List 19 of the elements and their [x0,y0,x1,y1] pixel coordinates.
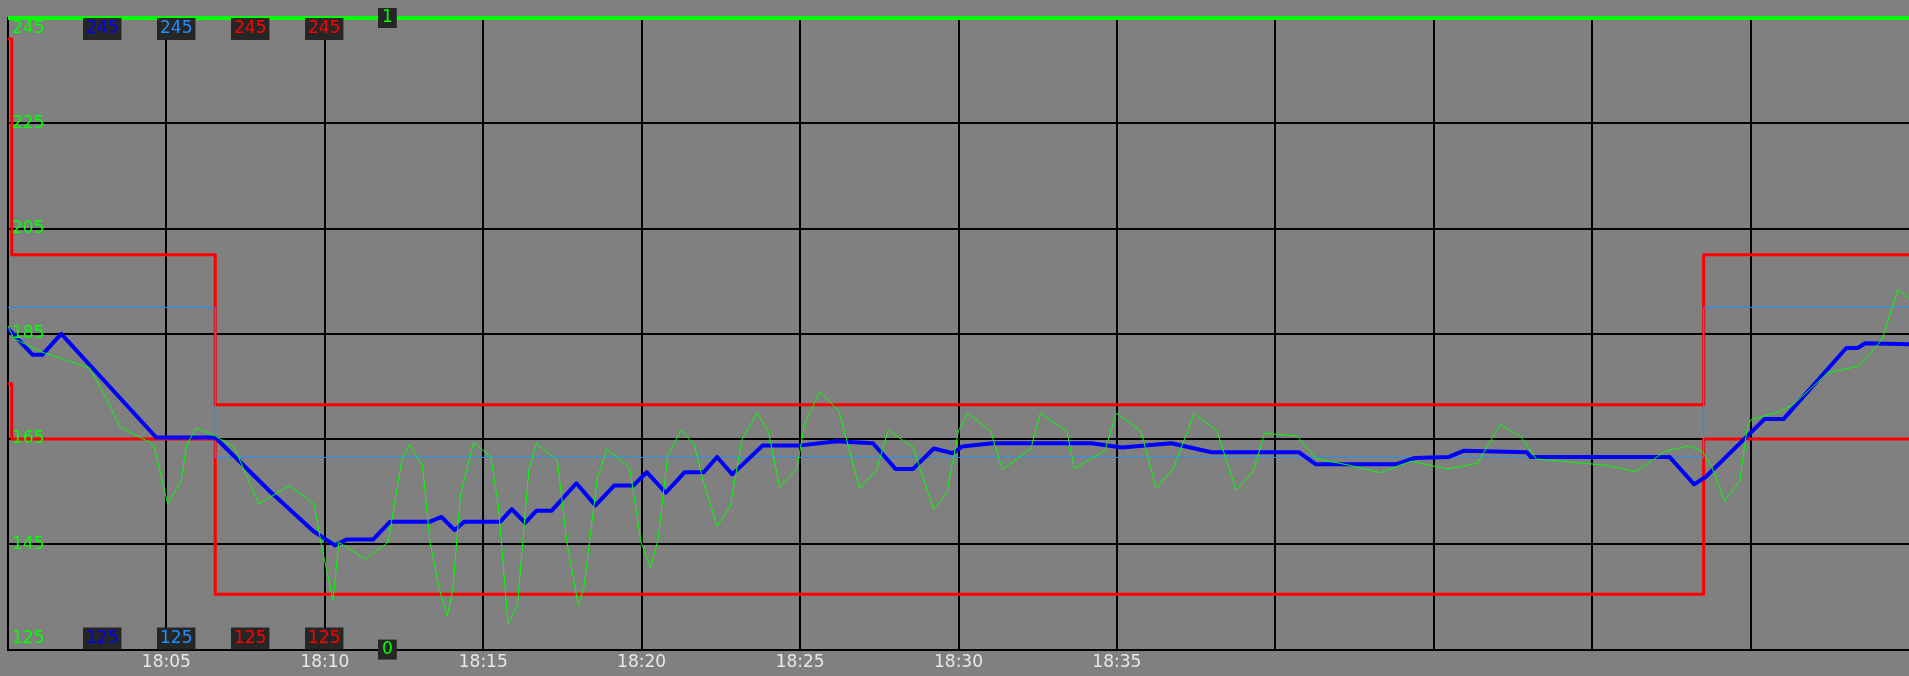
annotation: 125 [86,627,119,648]
y-tick-label: 125 [12,627,45,648]
annotation: 125 [308,627,341,648]
x-tick-label: 18:05 [141,651,191,672]
x-tick-label: 18:20 [617,651,667,672]
y2-tick-label: 0 [382,638,393,659]
annotation: 125 [234,627,267,648]
annotation: 245 [86,17,119,38]
y2-tick-label: 1 [382,6,393,27]
annotation: 245 [160,17,193,38]
x-tick-label: 18:10 [300,651,350,672]
annotation: 245 [234,17,267,38]
x-tick-label: 18:30 [934,651,983,672]
x-tick-label: 18:25 [775,651,825,672]
y-tick-label: 245 [12,17,45,38]
annotation: 125 [160,627,193,648]
annotation: 245 [308,17,341,38]
x-tick-label: 18:35 [1092,651,1142,672]
x-tick-label: 18:15 [458,651,508,672]
